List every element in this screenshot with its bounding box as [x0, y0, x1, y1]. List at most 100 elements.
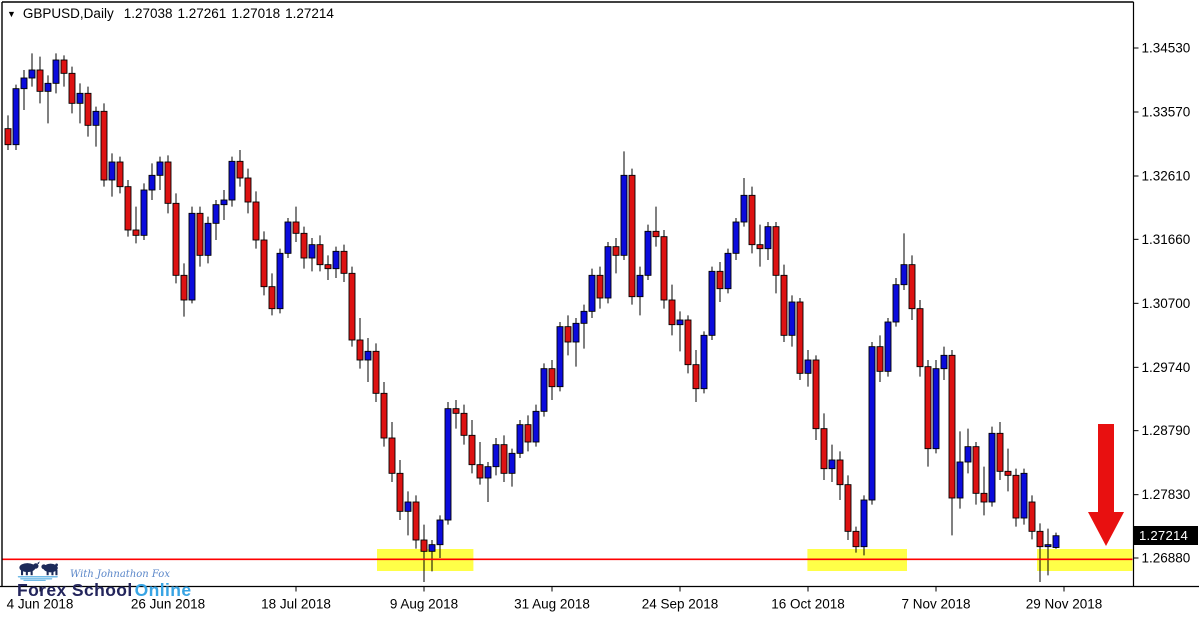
date-axis-label: 16 Oct 2018: [771, 597, 845, 612]
candle: [724, 252, 732, 290]
candle: [796, 301, 804, 374]
candle: [716, 270, 724, 290]
quote-low: 1.27018: [231, 6, 281, 21]
candle: [836, 459, 844, 486]
candle: [900, 264, 908, 286]
candle: [916, 308, 924, 368]
candle: [564, 326, 572, 343]
candle: [468, 434, 476, 466]
candle: [396, 472, 404, 512]
candle: [428, 544, 436, 552]
candle: [1012, 474, 1020, 519]
candle: [60, 59, 68, 74]
candle: [1044, 544, 1052, 548]
quote-close: 1.27214: [285, 6, 334, 21]
candle: [844, 484, 852, 532]
price-axis-label: 1.27830: [1142, 487, 1191, 502]
date-axis-label: 24 Sep 2018: [642, 597, 719, 612]
candle: [212, 204, 220, 224]
quote-high: 1.27261: [177, 6, 227, 21]
candle: [100, 110, 108, 181]
chevron-down-icon[interactable]: ▼: [7, 9, 16, 19]
candle: [828, 459, 836, 470]
candle: [860, 499, 868, 548]
candle: [540, 368, 548, 412]
candle: [348, 272, 356, 341]
candle: [44, 82, 52, 92]
candle: [996, 432, 1004, 472]
price-axis-label: 1.31660: [1142, 232, 1191, 247]
date-axis-label: 4 Jun 2018: [7, 597, 74, 612]
candle: [76, 92, 84, 104]
candle: [588, 274, 596, 312]
candle: [108, 161, 116, 181]
candle: [260, 239, 268, 288]
candle: [772, 226, 780, 276]
candle: [812, 359, 820, 430]
candle: [196, 212, 204, 256]
candle: [68, 72, 76, 104]
candle: [292, 221, 300, 234]
candle: [308, 244, 316, 259]
candle: [180, 274, 188, 301]
down-arrow[interactable]: [1088, 424, 1124, 546]
candle: [580, 310, 588, 324]
candle: [668, 299, 676, 326]
date-axis-label: 7 Nov 2018: [901, 597, 970, 612]
candle: [932, 368, 940, 450]
watermark-tagline: With Johnathon Fox: [70, 569, 170, 580]
candle: [804, 359, 812, 374]
candle: [412, 501, 420, 541]
candle: [612, 246, 620, 256]
candle: [380, 392, 388, 439]
candle: [884, 321, 892, 372]
candle: [948, 354, 956, 499]
price-axis-label: 1.28790: [1142, 423, 1191, 438]
candle: [628, 174, 636, 298]
price-axis-label: 1.29740: [1142, 360, 1191, 375]
brand-name-secondary: Online: [134, 580, 192, 600]
candle: [148, 174, 156, 191]
candle: [236, 160, 244, 179]
candle: [252, 201, 260, 241]
candle: [524, 424, 532, 443]
candle: [708, 270, 716, 336]
candle: [124, 186, 132, 231]
candle: [980, 492, 988, 503]
candle: [1004, 470, 1012, 476]
candle: [740, 194, 748, 223]
candle: [404, 501, 412, 512]
candle: [972, 446, 980, 494]
date-axis-label: 31 Aug 2018: [514, 597, 590, 612]
candle: [132, 229, 140, 236]
candle: [492, 444, 500, 468]
price-axis-label: 1.26880: [1142, 551, 1191, 566]
candle: [684, 319, 692, 366]
brand-name-primary: Forex School: [17, 580, 133, 600]
candle: [604, 246, 612, 299]
candle: [764, 226, 772, 250]
current-price-box: 1.27214: [1134, 526, 1198, 545]
candle: [92, 110, 100, 126]
candle: [644, 230, 652, 276]
candle: [244, 177, 252, 203]
candle: [956, 461, 964, 499]
candle: [388, 437, 396, 474]
candle: [20, 77, 28, 90]
candle: [748, 194, 756, 246]
candle: [284, 221, 292, 254]
candle: [324, 264, 332, 270]
candle: [924, 366, 932, 450]
candle: [692, 364, 700, 390]
candle: [964, 446, 972, 463]
quote-header: ▼ GBPUSD,Daily 1.27038 1.27261 1.27018 1.2721…: [7, 6, 339, 21]
candle: [676, 319, 684, 326]
candle: [84, 92, 92, 126]
candle: [532, 410, 540, 443]
candle: [436, 519, 444, 546]
candle: [172, 202, 180, 276]
candle: [452, 408, 460, 414]
candle: [420, 539, 428, 552]
candle: [228, 160, 236, 201]
candle: [4, 128, 12, 146]
